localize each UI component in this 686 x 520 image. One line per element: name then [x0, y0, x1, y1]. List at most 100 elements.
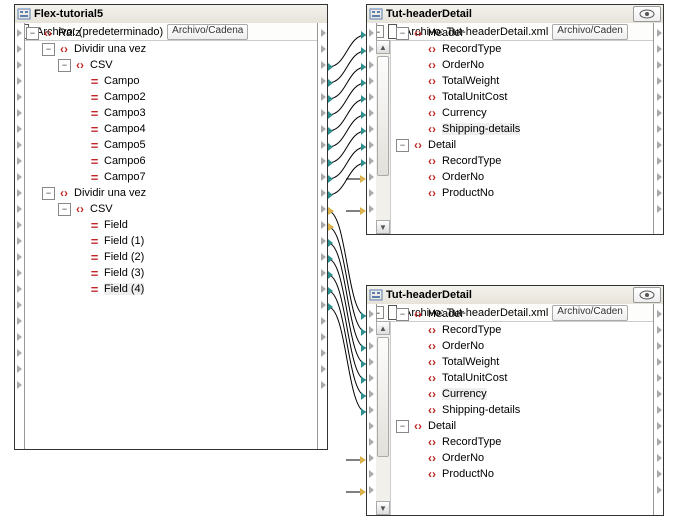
tree-row[interactable]: ‹›OrderNo [390, 338, 654, 354]
tree-node-label[interactable]: Campo6 [104, 155, 146, 167]
tree-node-label[interactable]: RecordType [442, 43, 501, 55]
expand-toggle[interactable]: − [58, 203, 71, 216]
scroll-thumb[interactable] [377, 56, 389, 176]
tree-node-label[interactable]: RecordType [442, 436, 501, 448]
input-port[interactable] [17, 205, 22, 213]
expand-toggle[interactable]: − [396, 308, 409, 321]
input-port[interactable] [17, 317, 22, 325]
scroll-down-button[interactable]: ▼ [376, 501, 390, 515]
scroll-up-button[interactable]: ▲ [376, 40, 390, 54]
tree-row[interactable]: =Campo4 [24, 121, 318, 137]
tree-row[interactable]: =Field (4) [24, 281, 318, 297]
input-port[interactable] [17, 189, 22, 197]
panel-titlebar[interactable]: Tut-headerDetail [367, 5, 663, 24]
tree-node-label[interactable]: Detail [428, 420, 456, 432]
input-port[interactable] [17, 269, 22, 277]
scroll-down-button[interactable]: ▼ [376, 220, 390, 234]
tree-node-label[interactable]: OrderNo [442, 340, 484, 352]
input-port[interactable] [17, 45, 22, 53]
tree-node-label[interactable]: Field (2) [104, 251, 144, 263]
input-port[interactable] [17, 173, 22, 181]
tree-row[interactable]: ‹›TotalUnitCost [390, 89, 654, 105]
scrollbar[interactable]: ▲ ▼ [376, 40, 391, 234]
input-port[interactable] [369, 189, 374, 197]
tree-node-label[interactable]: Field (3) [104, 267, 144, 279]
output-port[interactable] [657, 29, 662, 37]
output-port[interactable] [321, 333, 326, 341]
tree-node-label[interactable]: Field (1) [104, 235, 144, 247]
input-port[interactable] [17, 381, 22, 389]
tree-node-label[interactable]: Header [428, 27, 464, 39]
input-port[interactable] [17, 93, 22, 101]
output-port[interactable] [321, 141, 326, 149]
input-port[interactable] [369, 342, 374, 350]
tree-node-label[interactable]: CSV [90, 203, 113, 215]
tree-node-label[interactable]: Detail [428, 139, 456, 151]
scrollbar[interactable]: ▲ ▼ [376, 321, 391, 515]
input-port[interactable] [369, 173, 374, 181]
output-port[interactable] [321, 61, 326, 69]
tree-row[interactable]: −‹›Dividir una vez [24, 41, 318, 57]
output-port[interactable] [321, 77, 326, 85]
tree-node-label[interactable]: Shipping-details [442, 404, 520, 416]
expand-toggle[interactable]: − [396, 139, 409, 152]
input-port[interactable] [369, 438, 374, 446]
output-port[interactable] [657, 486, 662, 494]
tree-row[interactable]: ‹›Shipping-details [390, 402, 654, 418]
input-port[interactable] [369, 422, 374, 430]
input-port[interactable] [369, 205, 374, 213]
output-port[interactable] [321, 109, 326, 117]
output-port[interactable] [321, 29, 326, 37]
output-port[interactable] [657, 390, 662, 398]
tree-node-label[interactable]: Shipping-details [442, 123, 520, 135]
input-port[interactable] [17, 221, 22, 229]
output-port[interactable] [657, 470, 662, 478]
expand-toggle[interactable]: − [26, 27, 39, 40]
output-port[interactable] [657, 358, 662, 366]
output-port[interactable] [657, 173, 662, 181]
output-port[interactable] [321, 349, 326, 357]
tree-node-label[interactable]: Raíz [58, 27, 81, 39]
output-port[interactable] [321, 365, 326, 373]
panel-titlebar[interactable]: Flex-tutorial5 [15, 5, 327, 24]
tree-node-label[interactable]: Currency [442, 388, 487, 400]
tree-node-label[interactable]: OrderNo [442, 171, 484, 183]
output-port[interactable] [321, 221, 326, 229]
preview-button[interactable] [633, 287, 661, 303]
tree-row[interactable]: ‹›ProductNo [390, 185, 654, 201]
tree-node-label[interactable]: Currency [442, 107, 487, 119]
input-port[interactable] [17, 61, 22, 69]
output-port[interactable] [321, 301, 326, 309]
tree-node-label[interactable]: Campo2 [104, 91, 146, 103]
tree-node-label[interactable]: ProductNo [442, 187, 494, 199]
input-port[interactable] [17, 253, 22, 261]
output-port[interactable] [321, 237, 326, 245]
output-port[interactable] [321, 317, 326, 325]
tree-row[interactable]: ‹›TotalUnitCost [390, 370, 654, 386]
tree-row[interactable]: −‹›Raíz [24, 25, 318, 41]
tree-row[interactable]: ‹›OrderNo [390, 57, 654, 73]
input-port[interactable] [369, 109, 374, 117]
output-port[interactable] [321, 157, 326, 165]
input-port[interactable] [369, 326, 374, 334]
tree-row[interactable]: =Field (1) [24, 233, 318, 249]
input-port[interactable] [369, 29, 374, 37]
expand-toggle[interactable]: − [396, 27, 409, 40]
tree-row[interactable]: =Field (3) [24, 265, 318, 281]
tree-row[interactable]: −‹›CSV [24, 201, 318, 217]
output-port[interactable] [657, 189, 662, 197]
tree-row[interactable]: −‹›Detail [390, 137, 654, 153]
output-port[interactable] [321, 253, 326, 261]
tree-row[interactable]: =Campo5 [24, 137, 318, 153]
output-port[interactable] [657, 310, 662, 318]
input-port[interactable] [17, 125, 22, 133]
output-port[interactable] [657, 93, 662, 101]
input-port[interactable] [17, 157, 22, 165]
input-port[interactable] [17, 77, 22, 85]
tree-row[interactable]: −‹›Header [390, 25, 654, 41]
input-port[interactable] [369, 486, 374, 494]
input-port[interactable] [369, 358, 374, 366]
output-port[interactable] [657, 342, 662, 350]
input-port[interactable] [17, 285, 22, 293]
tree-node-label[interactable]: Campo5 [104, 139, 146, 151]
